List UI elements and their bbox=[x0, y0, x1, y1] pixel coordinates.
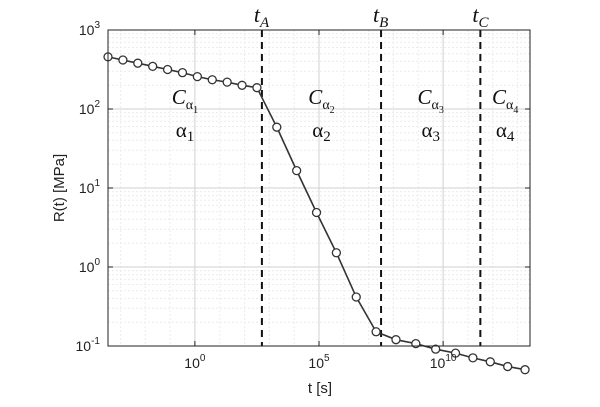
alpha-subscript: 3 bbox=[432, 129, 440, 145]
vline-label-A: tA bbox=[254, 2, 270, 31]
y-axis-label: R(t) [MPa] bbox=[51, 154, 68, 222]
alpha-subscript: 2 bbox=[323, 129, 331, 145]
c-symbol: C bbox=[308, 85, 323, 109]
data-point bbox=[450, 348, 461, 358]
data-point bbox=[222, 77, 232, 87]
data-point bbox=[252, 83, 262, 93]
c-symbol: C bbox=[172, 85, 187, 109]
data-point bbox=[391, 335, 401, 345]
vline-label-B: tB bbox=[373, 2, 388, 31]
vline-label-C: tC bbox=[472, 2, 489, 31]
c-subscript: α bbox=[432, 98, 440, 113]
c-subsubscript: 1 bbox=[193, 105, 198, 116]
data-point bbox=[468, 353, 478, 363]
region-2-c-label: Cα2 bbox=[308, 85, 334, 116]
data-point bbox=[485, 357, 495, 367]
y-tick-label: 10-1 bbox=[76, 336, 101, 354]
data-point bbox=[503, 361, 513, 372]
x-tick-label: 100 bbox=[184, 353, 206, 371]
data-point bbox=[431, 344, 441, 354]
y-tick-exponent: 0 bbox=[94, 257, 100, 268]
data-point bbox=[177, 68, 188, 78]
data-point bbox=[133, 58, 143, 68]
region-1-c-label: Cα1 bbox=[172, 85, 198, 116]
data-point bbox=[237, 80, 247, 90]
data-point bbox=[192, 71, 203, 82]
data-point bbox=[311, 207, 322, 218]
vline-label-subscript: B bbox=[379, 15, 388, 31]
vline-label-subscript: A bbox=[259, 15, 270, 31]
data-point bbox=[292, 165, 302, 176]
alpha-subscript: 1 bbox=[187, 129, 195, 145]
c-subsubscript: 4 bbox=[513, 105, 518, 116]
data-point bbox=[162, 64, 173, 75]
x-tick-exponent: 0 bbox=[200, 353, 206, 364]
y-tick-exponent: 3 bbox=[94, 20, 100, 31]
y-tick-exponent: -1 bbox=[91, 336, 100, 347]
data-point bbox=[371, 327, 381, 337]
c-subsubscript: 3 bbox=[439, 105, 444, 116]
y-tick-label: 103 bbox=[79, 20, 101, 38]
x-tick-exponent: 5 bbox=[324, 353, 330, 364]
data-point bbox=[351, 292, 361, 302]
y-tick-label: 102 bbox=[79, 99, 101, 117]
data-point bbox=[207, 75, 217, 85]
grid bbox=[108, 30, 530, 347]
vline-label-subscript: C bbox=[478, 15, 489, 31]
x-axis-label: t [s] bbox=[308, 380, 332, 397]
c-subscript: α bbox=[322, 98, 330, 113]
y-tick-label: 100 bbox=[79, 257, 101, 275]
c-subscript: α bbox=[506, 98, 514, 113]
data-point bbox=[118, 55, 128, 65]
c-subsubscript: 2 bbox=[330, 105, 335, 116]
region-3-c-label: Cα3 bbox=[418, 85, 444, 116]
data-point bbox=[148, 61, 158, 71]
c-symbol: C bbox=[492, 85, 507, 109]
alpha-subscript: 4 bbox=[507, 129, 515, 145]
x-tick-exponent: 10 bbox=[445, 353, 457, 364]
y-tick-exponent: 2 bbox=[94, 99, 100, 110]
c-subscript: α bbox=[186, 98, 194, 113]
data-point bbox=[520, 365, 530, 375]
x-tick-label: 105 bbox=[308, 353, 330, 371]
c-symbol: C bbox=[418, 85, 433, 109]
data-point bbox=[331, 248, 342, 258]
y-tick-label: 101 bbox=[79, 178, 101, 196]
x-tick-label: 1010 bbox=[430, 353, 457, 371]
region-4-c-label: Cα4 bbox=[492, 85, 518, 116]
y-tick-exponent: 1 bbox=[94, 178, 100, 189]
data-point bbox=[272, 122, 282, 132]
